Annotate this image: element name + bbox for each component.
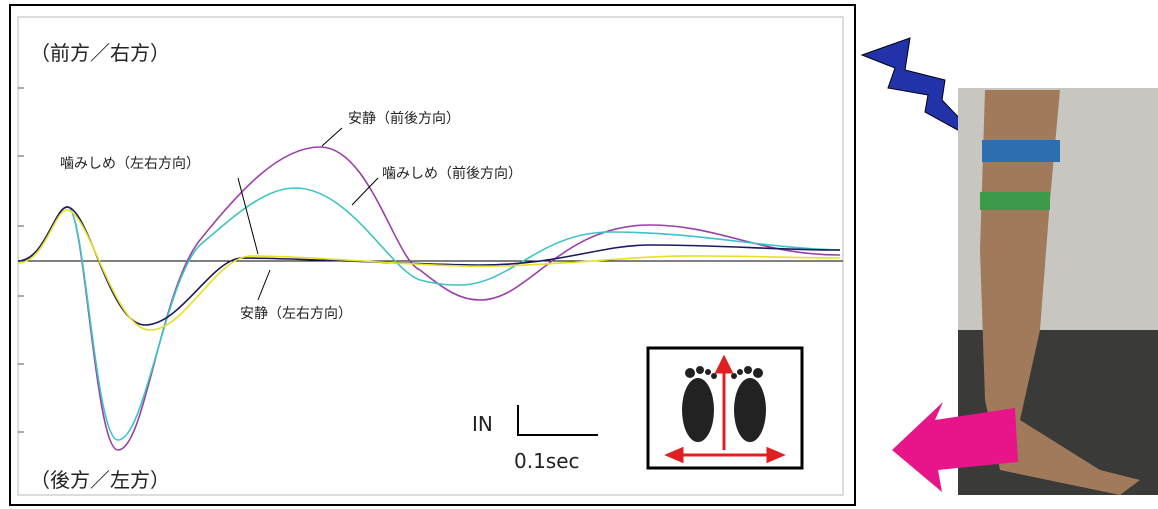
annotation: 噛みしめ（左右方向） [60,156,200,172]
trace-rest-ml [17,209,841,331]
annotation: 噛みしめ（前後方向） [382,165,522,182]
scale-y-label: IN [472,412,493,436]
annotation: 安静（前後方向） [348,110,460,127]
traces [17,146,841,451]
direction-arrows [664,354,786,464]
photo-leg [980,90,1140,495]
trace-clench-ap [17,187,841,441]
top-label: （前方／右方） [30,41,170,65]
pointer-arrow [892,402,1018,492]
photo-strap-blue [982,140,1060,162]
bottom-label: （後方／左方） [30,468,170,492]
plot-frame [17,16,844,496]
scale-bar [517,405,598,436]
trace-clench-ml [17,206,841,326]
annotation-arrows [237,127,379,301]
annotation: 安静（左右方向） [240,306,352,322]
axis-ticks [18,87,24,433]
scale-x-label: 0.1sec [514,449,580,473]
photo-strap-green [980,192,1050,210]
feet-icon [682,366,766,442]
